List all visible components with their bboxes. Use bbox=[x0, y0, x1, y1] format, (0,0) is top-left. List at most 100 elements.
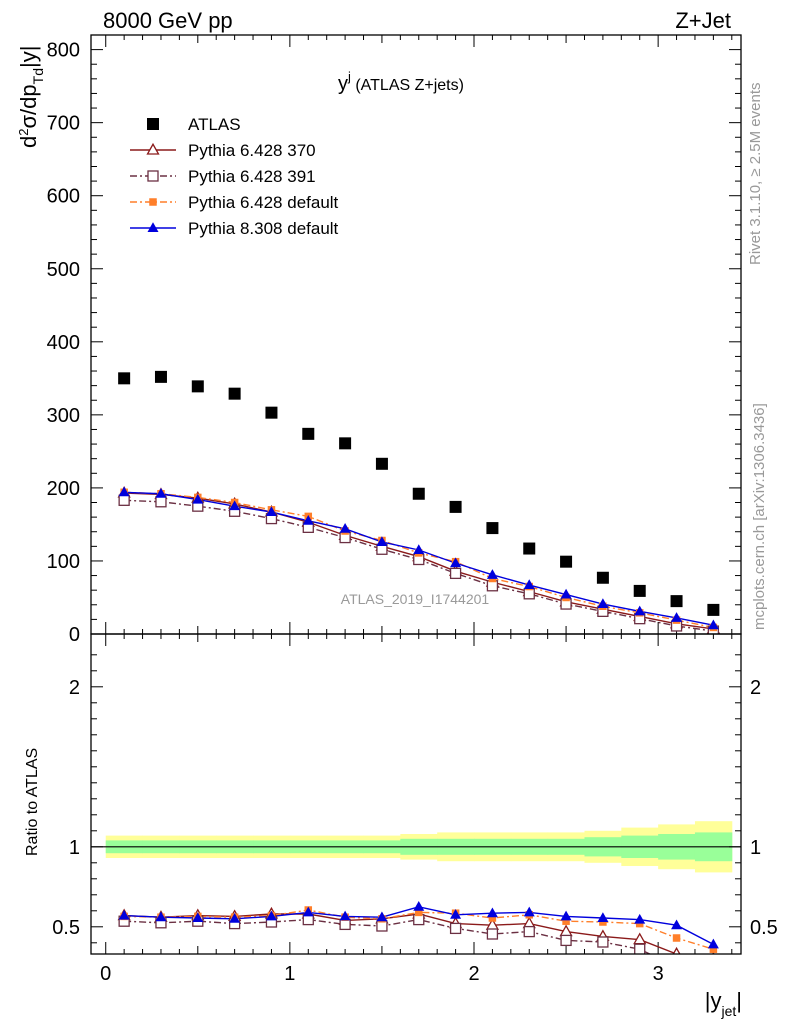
data-point bbox=[155, 487, 167, 498]
legend-marker bbox=[149, 198, 157, 206]
ratio-point bbox=[707, 938, 719, 949]
plot-title: yj (ATLAS Z+jets) bbox=[338, 69, 464, 95]
main-ytick-label: 700 bbox=[47, 113, 80, 135]
ratio-point bbox=[597, 936, 609, 948]
data-point bbox=[413, 544, 425, 554]
data-point bbox=[523, 588, 535, 600]
main-ytick-label: 100 bbox=[47, 551, 80, 573]
data-point bbox=[671, 612, 683, 622]
legend-label: Pythia 8.308 default bbox=[188, 219, 339, 238]
legend-label: ATLAS bbox=[188, 115, 241, 134]
legend-item: Pythia 6.428 370 bbox=[130, 141, 316, 160]
data-point bbox=[192, 493, 204, 504]
ratio-point bbox=[450, 909, 462, 919]
ratio-bands bbox=[91, 821, 741, 873]
main-ytick-label: 500 bbox=[47, 259, 80, 281]
data-point bbox=[560, 588, 572, 599]
data-point bbox=[376, 536, 388, 546]
ratio-point bbox=[449, 922, 462, 935]
ratio-point bbox=[634, 913, 646, 924]
ratio-series-markers bbox=[117, 901, 719, 972]
watermark: ATLAS_2019_I1744201 bbox=[341, 591, 490, 607]
ratio-point bbox=[672, 946, 681, 954]
data-point bbox=[118, 494, 130, 506]
data-point bbox=[707, 603, 720, 616]
series-line-2 bbox=[124, 499, 714, 632]
main-series-markers bbox=[117, 370, 720, 634]
ratio-point bbox=[672, 962, 682, 972]
legend-label: Pythia 6.428 default bbox=[188, 193, 339, 212]
legend-marker bbox=[147, 222, 159, 232]
data-point bbox=[375, 457, 388, 470]
rivet-label: Rivet 3.1.10, ≥ 2.5M events bbox=[747, 83, 764, 266]
plot-title-rest: (ATLAS Z+jets) bbox=[351, 77, 464, 94]
data-point bbox=[412, 487, 425, 500]
main-ytick-label: 300 bbox=[47, 405, 80, 427]
data-point bbox=[302, 515, 314, 525]
ratio-point bbox=[523, 925, 535, 938]
ratio-point bbox=[339, 910, 351, 921]
ratio-point bbox=[709, 945, 718, 953]
legend-item: Pythia 8.308 default bbox=[130, 219, 339, 238]
main-ytick-label: 200 bbox=[47, 478, 80, 500]
ratio-point bbox=[376, 911, 388, 922]
data-point bbox=[596, 571, 609, 584]
legend-marker bbox=[147, 170, 159, 182]
ratio-point bbox=[560, 934, 572, 947]
data-point bbox=[155, 496, 167, 508]
ratio-ylabel: Ratio to ATLAS bbox=[24, 748, 41, 856]
main-ytick-label: 0 bbox=[69, 624, 80, 646]
data-point bbox=[265, 406, 278, 419]
ratio-xtick-label: 1 bbox=[284, 963, 295, 985]
legend-marker bbox=[147, 118, 159, 130]
ratio-frame bbox=[90, 633, 742, 955]
ratio-point bbox=[192, 912, 204, 922]
ratio-ytick-label-left: 1 bbox=[69, 837, 80, 859]
ratio-point bbox=[597, 912, 609, 922]
ratio-axes: 0.5 0.5 1 1 2 2 0 1 2 3 bbox=[52, 634, 778, 985]
plot-title-main: y bbox=[338, 73, 348, 95]
legend-item: Pythia 6.428 391 bbox=[130, 167, 316, 186]
data-point bbox=[450, 557, 462, 568]
ratio-point bbox=[488, 914, 497, 922]
data-point bbox=[228, 387, 241, 400]
ratio-point bbox=[302, 906, 314, 917]
data-point bbox=[118, 486, 130, 497]
data-point bbox=[339, 437, 352, 450]
ratio-point bbox=[560, 910, 572, 921]
legend: ATLAS Pythia 6.428 370 Pythia 6.428 391 Pyt… bbox=[130, 115, 339, 238]
data-point bbox=[597, 598, 609, 609]
main-ytick-label: 800 bbox=[47, 40, 80, 62]
ratio-ytick-label-right: 1 bbox=[750, 837, 761, 859]
ratio-ytick-label-left: 0.5 bbox=[52, 917, 80, 939]
ratio-ytick-label-right: 2 bbox=[750, 677, 761, 699]
ratio-point bbox=[415, 908, 423, 917]
ratio-xtick-label: 2 bbox=[468, 963, 479, 985]
data-point bbox=[707, 619, 719, 630]
ratio-xtick-label: 3 bbox=[653, 963, 664, 985]
ratio-point bbox=[486, 907, 498, 918]
data-point bbox=[486, 580, 499, 592]
ratio-point bbox=[672, 934, 681, 942]
ratio-point bbox=[486, 928, 499, 940]
data-point bbox=[118, 372, 131, 385]
ratio-point bbox=[229, 913, 241, 923]
data-point bbox=[265, 506, 277, 517]
ratio-ytick-label-right: 0.5 bbox=[750, 917, 778, 939]
data-point bbox=[670, 595, 683, 608]
data-point bbox=[339, 523, 351, 533]
data-point bbox=[560, 555, 573, 568]
legend-item: ATLAS bbox=[147, 115, 241, 134]
ratio-point bbox=[523, 906, 535, 917]
energy-label: 8000 GeV pp bbox=[103, 8, 233, 33]
main-ytick-label: 600 bbox=[47, 186, 80, 208]
main-axes: 0 100 200 300 400 500 600 700 800 bbox=[47, 34, 741, 646]
mcplots-label: mcplots.cern.ch [arXiv:1306.3436] bbox=[751, 403, 768, 630]
data-point bbox=[449, 500, 462, 513]
ratio-xtick-label: 0 bbox=[100, 963, 111, 985]
ratio-point bbox=[118, 909, 130, 920]
data-point bbox=[302, 427, 315, 440]
data-point bbox=[486, 569, 498, 579]
main-panel: yj (ATLAS Z+jets) ATLAS_2019_I1744201 d2… bbox=[16, 34, 742, 873]
